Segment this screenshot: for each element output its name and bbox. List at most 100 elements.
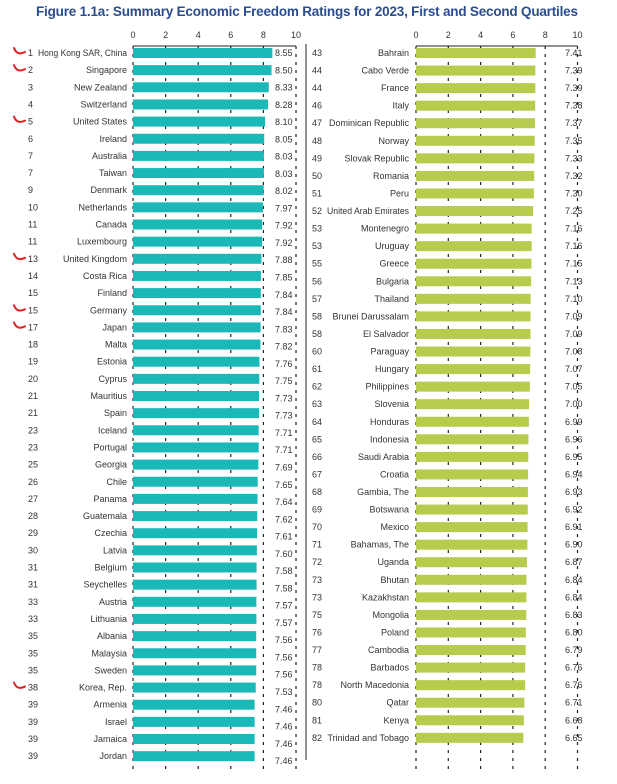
q1-country-label: Guatemala xyxy=(83,511,127,521)
q1-rank-label: 9 xyxy=(28,185,33,195)
q2-rank-label: 49 xyxy=(312,153,322,163)
q1-bar xyxy=(133,511,258,522)
q1-x-tick-label: 0 xyxy=(130,30,135,40)
q2-country-label: Cabo Verde xyxy=(361,66,409,76)
q1-country-label: Georgia xyxy=(95,460,127,470)
q1-country-label: Armenia xyxy=(93,700,127,710)
q1-bar xyxy=(133,65,272,76)
handwritten-check-mark xyxy=(13,47,26,55)
q1-bar xyxy=(133,408,259,419)
q1-rank-label: 39 xyxy=(28,751,38,761)
q2-rank-label: 43 xyxy=(312,48,322,58)
q1-bar xyxy=(133,48,273,58)
q2-rank-label: 48 xyxy=(312,136,322,146)
q2-value-label: 7.10 xyxy=(565,294,583,304)
q1-x-tick-label: 4 xyxy=(196,30,201,40)
q1-value-label: 8.50 xyxy=(275,65,293,75)
q2-country-label: Poland xyxy=(381,627,409,637)
q2-bar xyxy=(416,241,532,252)
q2-rank-label: 44 xyxy=(312,66,322,76)
q1-value-label: 7.84 xyxy=(275,307,293,317)
q2-value-label: 7.30 xyxy=(565,188,583,198)
q1-country-label: Korea, Rep. xyxy=(79,683,127,693)
q1-country-label: Albania xyxy=(97,631,127,641)
q1-country-label: Taiwan xyxy=(99,168,127,178)
q1-country-label: Germany xyxy=(90,305,128,315)
q1-bar xyxy=(133,202,263,213)
q2-country-label: Bahamas, The xyxy=(351,540,409,550)
q1-country-label: Iceland xyxy=(98,425,127,435)
q1-country-label: Japan xyxy=(102,322,127,332)
q1-rank-label: 35 xyxy=(28,665,38,675)
q1-country-label: Singapore xyxy=(86,65,127,75)
q1-rank-label: 29 xyxy=(28,528,38,538)
q2-value-label: 7.35 xyxy=(565,136,583,146)
q2-bar xyxy=(416,732,524,743)
q2-country-label: Bulgaria xyxy=(376,276,409,286)
q2-rank-label: 75 xyxy=(312,610,322,620)
q2-country-label: Mexico xyxy=(380,522,409,532)
q1-rank-label: 1 xyxy=(28,48,33,58)
q2-country-label: France xyxy=(381,83,409,93)
q2-country-label: Honduras xyxy=(370,417,410,427)
q2-country-label: Thailand xyxy=(374,294,409,304)
q1-bar xyxy=(133,150,264,161)
q1-value-label: 8.55 xyxy=(275,48,293,58)
q1-value-label: 7.46 xyxy=(275,739,293,749)
q1-value-label: 7.84 xyxy=(275,290,293,300)
q1-bar xyxy=(133,734,255,744)
q2-rank-label: 78 xyxy=(312,663,322,673)
q1-bar xyxy=(133,133,265,144)
q1-value-label: 7.57 xyxy=(275,601,293,611)
q2-country-label: Bhutan xyxy=(380,575,409,585)
q1-country-label: Spain xyxy=(104,408,127,418)
q2-rank-label: 66 xyxy=(312,452,322,462)
q1-country-label: Austria xyxy=(99,597,127,607)
q1-rank-label: 15 xyxy=(28,305,38,315)
q1-country-label: Latvia xyxy=(103,545,127,555)
q1-value-label: 7.71 xyxy=(275,428,293,438)
q2-country-label: Croatia xyxy=(380,469,409,479)
q1-x-tick-label: 10 xyxy=(291,30,301,40)
q1-rank-label: 26 xyxy=(28,477,38,487)
q2-country-label: Trinidad and Tobago xyxy=(327,733,409,743)
q2-rank-label: 51 xyxy=(312,188,322,198)
q1-country-label: Costa Rica xyxy=(83,271,127,281)
q2-country-label: Qatar xyxy=(386,698,409,708)
q1-rank-label: 31 xyxy=(28,580,38,590)
q2-value-label: 7.09 xyxy=(565,311,583,321)
q1-value-label: 7.62 xyxy=(275,514,293,524)
q2-bar xyxy=(416,609,527,620)
q1-rank-label: 21 xyxy=(28,391,38,401)
q1-value-label: 7.69 xyxy=(275,462,293,472)
q2-rank-label: 53 xyxy=(312,241,322,251)
q2-bar xyxy=(416,100,536,111)
q1-value-label: 7.61 xyxy=(275,532,293,542)
q1-value-label: 7.92 xyxy=(275,238,293,248)
q1-rank-label: 14 xyxy=(28,271,38,281)
q2-bar xyxy=(416,399,530,410)
q1-country-label: Canada xyxy=(95,220,127,230)
q1-country-label: Sweden xyxy=(94,665,127,675)
q2-value-label: 6.65 xyxy=(565,733,583,743)
q2-bar xyxy=(416,293,531,304)
q1-bar xyxy=(133,270,261,281)
q2-value-label: 6.84 xyxy=(565,575,583,585)
q1-rank-label: 3 xyxy=(28,82,33,92)
q2-country-label: Bahrain xyxy=(378,48,409,58)
q2-bar xyxy=(416,65,536,76)
q2-rank-label: 60 xyxy=(312,347,322,357)
q2-country-label: Montenegro xyxy=(361,224,409,234)
q2-value-label: 7.25 xyxy=(565,206,583,216)
q1-rank-label: 2 xyxy=(28,65,33,75)
q2-bar xyxy=(416,487,528,497)
q1-rank-label: 6 xyxy=(28,134,33,144)
q1-value-label: 7.73 xyxy=(275,393,293,403)
q2-country-label: Philippines xyxy=(365,382,409,392)
q2-value-label: 7.07 xyxy=(565,364,583,374)
q2-country-label: Slovenia xyxy=(374,399,409,409)
q1-bar xyxy=(133,288,261,299)
q2-bar xyxy=(416,223,532,234)
q2-value-label: 6.83 xyxy=(565,610,583,620)
